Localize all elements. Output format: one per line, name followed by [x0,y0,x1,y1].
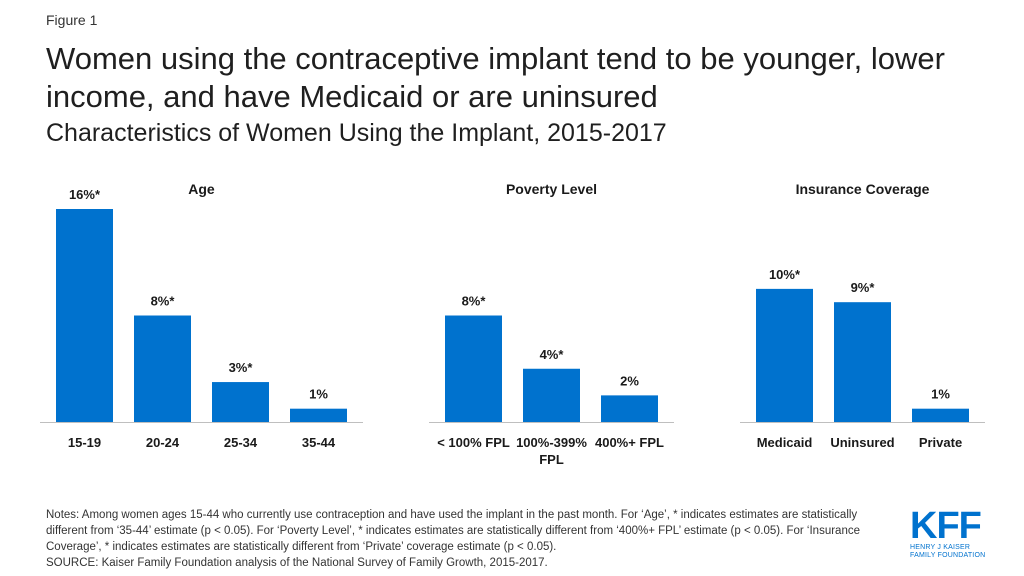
notes-block: Notes: Among women ages 15-44 who curren… [46,507,896,571]
bar-charts: Age 16%* 15-19 8%* 20-24 3%* 25-34 1% 35-44 Pover… [40,181,985,467]
bar-0-2 [212,382,269,422]
tick-label-1-0: < 100% FPL [437,435,510,450]
panel-title-1: Poverty Level [506,181,597,197]
chart-subtitle: Characteristics of Women Using the Impla… [46,119,667,147]
data-label-0-0: 16%* [69,187,101,202]
data-label-1-1: 4%* [540,347,565,362]
tick-label-2-1: Uninsured [830,435,894,450]
kff-logo: KFF HENRY J KAISER FAMILY FOUNDATION [910,505,990,560]
data-label-1-2: 2% [620,373,639,388]
tick-label-1-1-b: FPL [539,452,564,467]
panel-title-2: Insurance Coverage [796,181,930,197]
bar-2-0 [756,288,813,422]
tick-label-1-2: 400%+ FPL [595,435,664,450]
data-label-2-2: 1% [931,387,950,402]
logo-line-2: FAMILY FOUNDATION [910,552,986,559]
figure-label: Figure 1 [46,12,98,28]
bar-2-1 [834,302,891,422]
data-label-0-1: 8%* [151,294,176,309]
data-label-0-3: 1% [309,387,328,402]
tick-label-0-3: 35-44 [302,435,336,450]
source-text: SOURCE: Kaiser Family Foundation analysi… [46,557,548,569]
tick-label-0-1: 20-24 [146,435,180,450]
tick-label-0-0: 15-19 [68,435,101,450]
logo-line-1: HENRY J KAISER [910,544,971,551]
data-label-2-0: 10%* [769,267,801,282]
bar-1-1 [523,368,580,422]
bar-2-2 [912,408,969,422]
bar-0-3 [290,408,347,422]
bar-0-0 [56,209,113,422]
tick-label-1-1: 100%-399% [516,435,587,450]
data-label-2-1: 9%* [851,280,876,295]
tick-label-0-2: 25-34 [224,435,258,450]
logo-mark: KFF [910,505,982,547]
notes-text: Notes: Among women ages 15-44 who curren… [46,509,860,553]
bar-1-2 [601,395,658,422]
chart-title: Women using the contraceptive implant te… [46,41,945,114]
bar-1-0 [445,315,502,422]
data-label-0-2: 3%* [229,360,254,375]
data-label-1-0: 8%* [462,294,487,309]
panel-title-0: Age [188,181,215,197]
bar-0-1 [134,315,191,422]
tick-label-2-0: Medicaid [757,435,813,450]
tick-label-2-2: Private [919,435,962,450]
